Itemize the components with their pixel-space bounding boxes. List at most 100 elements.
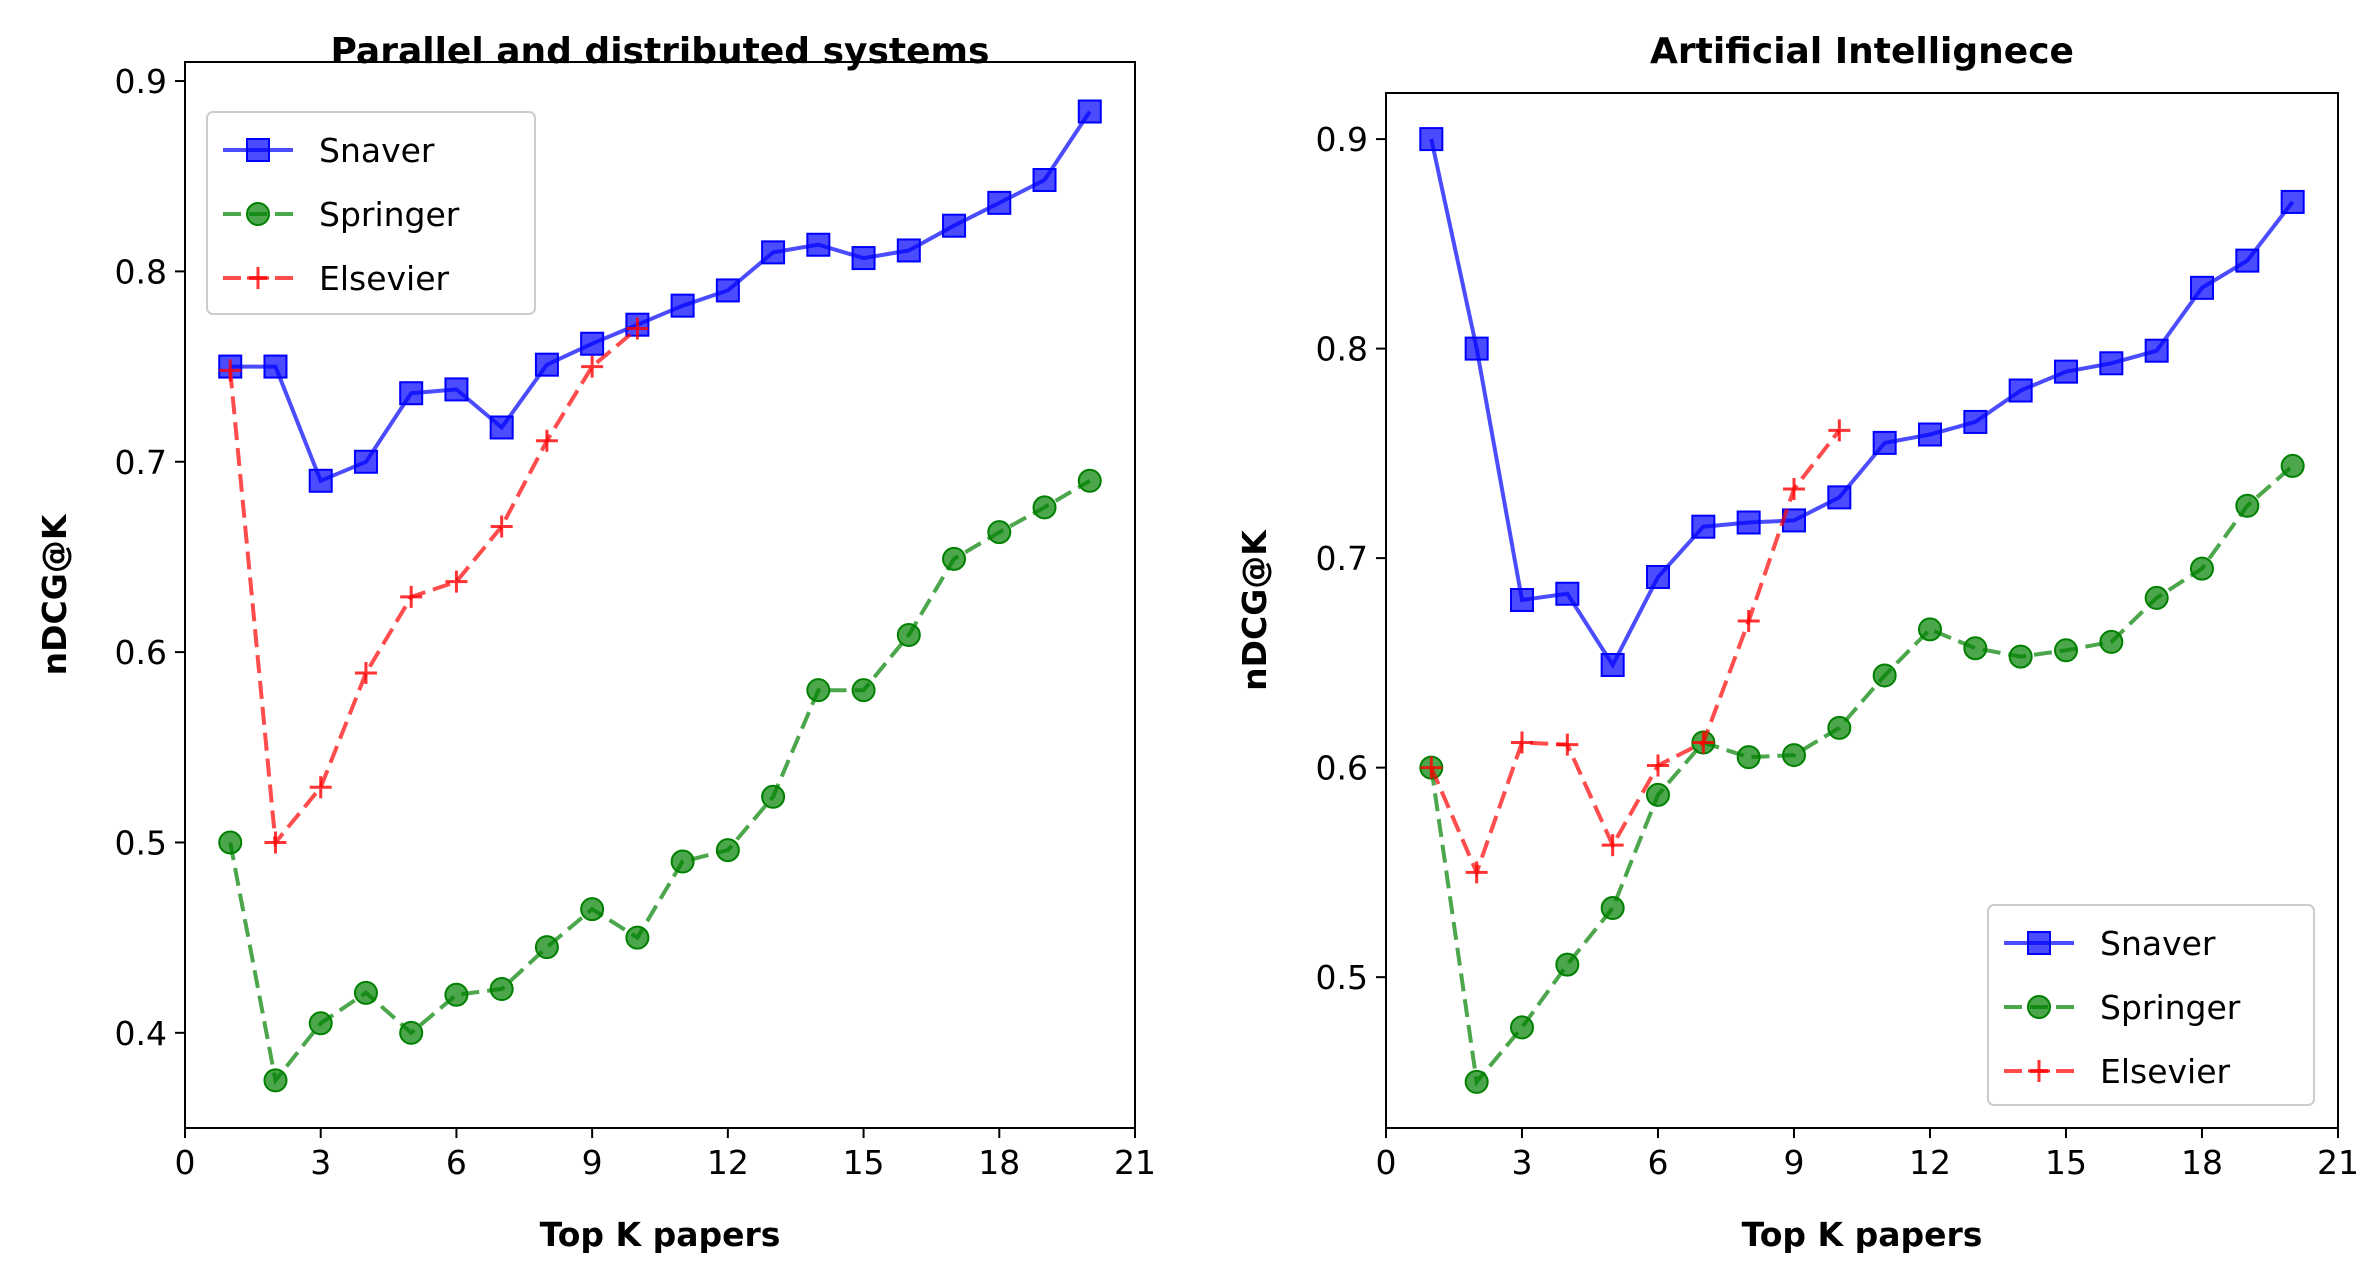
data-point-snaver: [263, 354, 288, 379]
data-point-snaver: [1510, 588, 1534, 613]
y-tick-label: 0.6: [1316, 749, 1368, 788]
legend: Snaver Springer Elsevier: [1987, 904, 2315, 1106]
data-point-snaver: [1464, 336, 1489, 361]
data-point-springer: [1555, 952, 1580, 977]
x-tick-label: 12: [707, 1143, 749, 1182]
data-point-elsevier: [1511, 731, 1533, 754]
legend-marker-elsevier: [2028, 1060, 2050, 1082]
data-point-springer: [353, 980, 378, 1005]
x-tick-label: 6: [1648, 1143, 1669, 1182]
y-tick-label: 0.7: [115, 443, 167, 482]
data-point-springer: [489, 977, 514, 1002]
data-point-elsevier: [309, 776, 332, 799]
data-point-snaver: [1600, 652, 1625, 677]
legend-marker-elsevier: [247, 267, 269, 289]
data-point-snaver: [399, 381, 424, 406]
y-tick-label: 0.9: [1316, 120, 1368, 159]
x-tick-label: 9: [582, 1143, 603, 1182]
series-line-elsevier: [228, 326, 639, 848]
series-elsevier: [1420, 419, 1851, 884]
data-point-snaver: [2235, 248, 2260, 273]
data-point-elsevier: [1737, 609, 1760, 632]
data-point-springer: [263, 1068, 288, 1093]
legend-entry-snaver: Snaver: [2004, 924, 2216, 963]
plot-frame: [1385, 92, 2339, 1129]
data-point-snaver: [444, 377, 469, 402]
x-tick-label: 0: [1376, 1143, 1397, 1182]
data-point-elsevier: [1601, 834, 1624, 857]
data-point-snaver: [2190, 275, 2214, 300]
data-point-elsevier: [1647, 754, 1669, 777]
data-point-elsevier: [490, 515, 513, 538]
legend-marker-springer: [2027, 995, 2051, 1019]
data-point-snaver: [1646, 564, 1670, 589]
x-tick-label: 21: [2317, 1143, 2359, 1182]
data-point-springer: [851, 678, 876, 703]
data-point-elsevier: [354, 662, 377, 685]
data-point-snaver: [1555, 581, 1580, 606]
x-tick-label: 15: [843, 1143, 885, 1182]
data-point-springer: [1600, 896, 1625, 921]
data-point-snaver: [1963, 409, 1988, 434]
y-tick-label: 0.5: [1316, 958, 1368, 997]
legend: Snaver Springer Elsevier: [206, 111, 536, 315]
data-point-elsevier: [445, 570, 468, 593]
y-tick-label: 0.6: [115, 633, 167, 672]
data-point-snaver: [2099, 351, 2124, 376]
data-point-springer: [2280, 453, 2305, 478]
data-point-springer: [2190, 556, 2214, 581]
data-point-springer: [1963, 636, 1988, 661]
data-point-snaver: [2008, 378, 2033, 403]
data-point-elsevier: [535, 429, 558, 452]
legend-marker-springer: [246, 202, 270, 226]
data-point-snaver: [987, 190, 1012, 215]
data-point-springer: [1736, 745, 1761, 770]
series-snaver: [218, 99, 1102, 493]
data-point-elsevier: [1420, 756, 1443, 779]
legend-box: [1987, 904, 2315, 1106]
data-point-springer: [625, 925, 650, 950]
data-point-springer: [1464, 1069, 1489, 1094]
chart-title: Artificial Intellignece: [1650, 31, 2074, 72]
data-point-snaver: [806, 232, 831, 257]
data-point-springer: [715, 838, 740, 863]
x-tick-label: 0: [175, 1143, 196, 1182]
data-point-springer: [2008, 644, 2033, 669]
x-tick-label: 21: [1114, 1143, 1156, 1182]
data-point-springer: [2144, 585, 2169, 610]
data-point-snaver: [1918, 422, 1942, 447]
legend-label-snaver: Snaver: [2100, 924, 2216, 963]
data-point-springer: [1077, 468, 1102, 493]
data-point-snaver: [715, 278, 740, 303]
data-point-springer: [2054, 638, 2078, 663]
data-point-snaver: [1032, 168, 1057, 193]
data-point-springer: [399, 1020, 424, 1045]
data-point-snaver: [851, 246, 876, 271]
legend-marker-snaver: [246, 138, 270, 162]
data-point-elsevier: [1783, 477, 1805, 500]
x-axis-label: Top K papers: [1742, 1215, 1983, 1254]
chart-parallel-distributed: Parallel and distributed systems 0 3 6 9 12 15…: [35, 31, 1156, 1254]
data-point-snaver: [1736, 510, 1761, 535]
data-point-snaver: [308, 468, 333, 493]
legend-entry-elsevier: Elsevier: [2004, 1052, 2231, 1091]
y-axis-label: nDCG@K: [1235, 529, 1274, 691]
data-point-elsevier: [626, 317, 649, 340]
data-point-elsevier: [1465, 861, 1488, 884]
chart-artificial-intelligence: Artificial Intellignece 0 3 6 9 12 15 18 21 0.5 0.…: [1235, 31, 2359, 1254]
y-tick-label: 0.5: [115, 823, 167, 862]
x-axis-label: Top K papers: [540, 1215, 781, 1254]
data-point-springer: [2099, 629, 2124, 654]
data-point-snaver: [580, 331, 605, 356]
data-point-elsevier: [1556, 733, 1579, 756]
data-point-springer: [896, 622, 921, 647]
data-point-springer: [1827, 715, 1852, 740]
legend-label-springer: Springer: [2100, 988, 2241, 1027]
data-point-snaver: [1419, 127, 1444, 152]
data-point-elsevier: [1692, 731, 1715, 754]
data-point-snaver: [353, 449, 378, 474]
legend-box: [206, 111, 536, 315]
data-point-springer: [580, 897, 605, 922]
data-point-snaver: [1827, 485, 1852, 510]
